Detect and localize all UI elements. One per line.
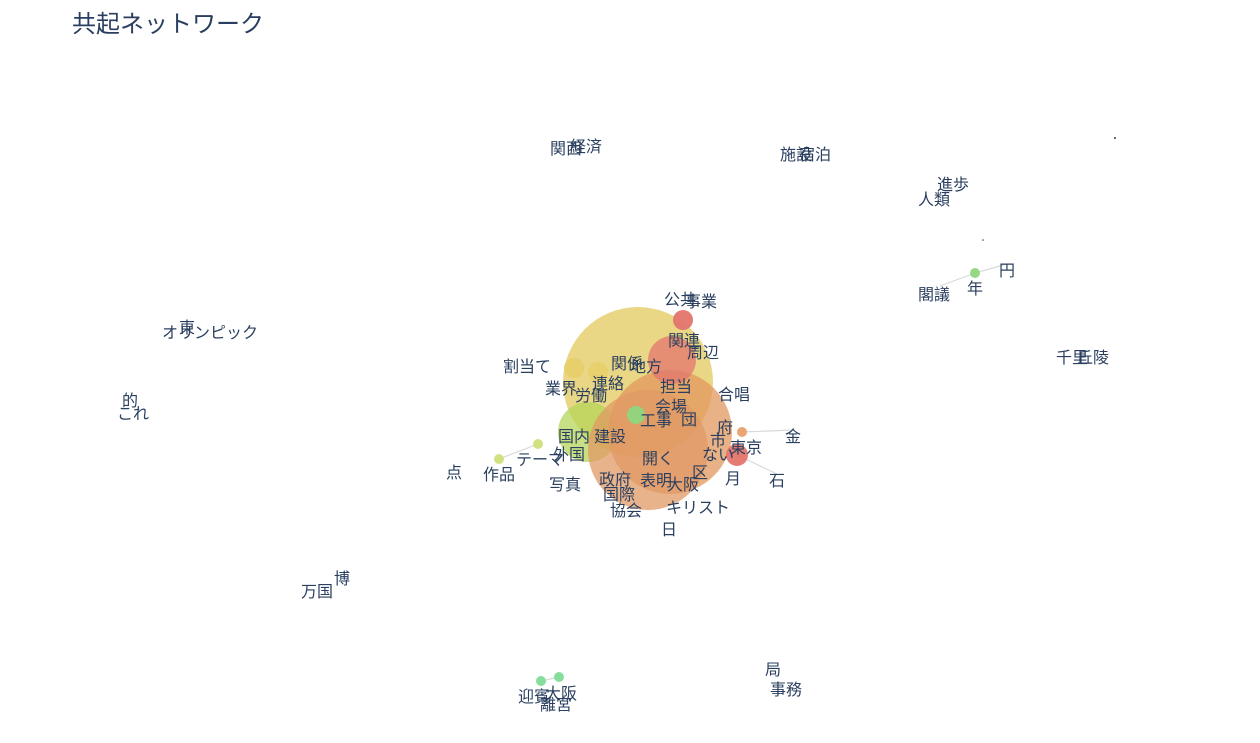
node-label: 事業 (685, 292, 717, 311)
node-label: 宿泊 (799, 145, 831, 164)
node-label: 月 (725, 469, 741, 488)
edge-layer (498, 263, 1008, 682)
node-label: 国際 (603, 485, 635, 504)
node-label: 関係 (611, 354, 643, 373)
edge-line (498, 443, 539, 460)
node-label: 表明 (640, 471, 672, 490)
node-label: 担当 (660, 377, 692, 396)
node-bubble[interactable] (970, 268, 980, 278)
node-label: 万国 (301, 582, 333, 601)
node-label: 進歩 (937, 175, 969, 194)
node-label: 地方 (630, 357, 662, 376)
node-label: 石 (769, 471, 785, 490)
node-bubble[interactable] (627, 406, 645, 424)
node-bubble[interactable] (564, 358, 584, 378)
node-label: オリンピック (162, 323, 258, 342)
node-label: 業界 (545, 379, 577, 398)
edge-line (974, 263, 1008, 274)
node-label: 円 (999, 261, 1015, 280)
edge-line (741, 429, 794, 433)
node-label: 連絡 (592, 374, 624, 393)
node-label: 人類 (918, 190, 950, 209)
node-label: 政府 (599, 470, 631, 489)
stray-dot (1114, 137, 1116, 139)
node-label: 年 (967, 279, 983, 298)
node-label: 大阪 (667, 475, 699, 494)
node-bubble[interactable] (588, 362, 608, 382)
node-label: 経済 (570, 137, 602, 156)
chart-title: 共起ネットワーク (72, 10, 264, 38)
node-label: 団 (681, 410, 697, 429)
node-label: キリスト (666, 498, 730, 517)
node-bubble[interactable] (673, 310, 693, 330)
node-bubble[interactable] (536, 676, 546, 686)
node-label: 大阪 (545, 684, 577, 703)
node-label: 関連 (668, 331, 700, 350)
node-label: 市 (710, 431, 726, 450)
node-label: 公共 (664, 290, 696, 309)
node-label: 博 (334, 569, 350, 588)
node-label: 写真 (549, 475, 581, 494)
node-label: 区 (692, 463, 708, 482)
node-label: ない (702, 445, 734, 464)
node-label: 閣議 (918, 285, 950, 304)
node-bubble[interactable] (588, 390, 708, 510)
node-label: 作品 (483, 465, 515, 484)
node-label: 迎賓 (518, 687, 550, 706)
node-label: 労働 (575, 386, 607, 405)
node-label: 協会 (610, 501, 642, 520)
node-label: 工事 (640, 411, 672, 430)
node-label: 合唱 (718, 385, 750, 404)
node-label: 開く (642, 449, 674, 468)
node-label: 国内 (558, 427, 590, 446)
edge-line (939, 272, 976, 287)
node-label: 丘陵 (1077, 348, 1109, 367)
stray-dot (982, 239, 984, 241)
node-label: 局 (765, 660, 781, 679)
node-bubble[interactable] (494, 454, 504, 464)
node-label: 東 (179, 318, 195, 337)
node-label: 東京 (730, 438, 762, 457)
node-bubble[interactable] (737, 427, 747, 437)
node-label: 割当て (503, 357, 551, 376)
node-label: 的 (122, 391, 138, 410)
node-label: 府 (717, 418, 733, 437)
node-label: 千里 (1056, 348, 1088, 367)
node-label: テーマ (516, 450, 564, 469)
node-label: 会場 (655, 397, 687, 416)
bubble-layer (494, 268, 980, 686)
node-bubble[interactable] (533, 439, 543, 449)
node-label: 離宮 (540, 695, 572, 714)
node-bubble[interactable] (726, 444, 748, 466)
node-label: 周辺 (687, 343, 719, 362)
node-label: 外国 (553, 445, 585, 464)
node-label: 点 (446, 463, 462, 482)
node-label: 事務 (770, 680, 802, 699)
node-label: 建設 (594, 427, 626, 446)
node-bubble[interactable] (554, 672, 564, 682)
node-label: 日 (661, 520, 677, 539)
node-label: これ (117, 404, 149, 423)
node-bubble[interactable] (648, 336, 696, 384)
node-label: 金 (785, 427, 801, 446)
node-label: 施設 (780, 145, 812, 164)
node-label: 関西 (550, 139, 582, 158)
